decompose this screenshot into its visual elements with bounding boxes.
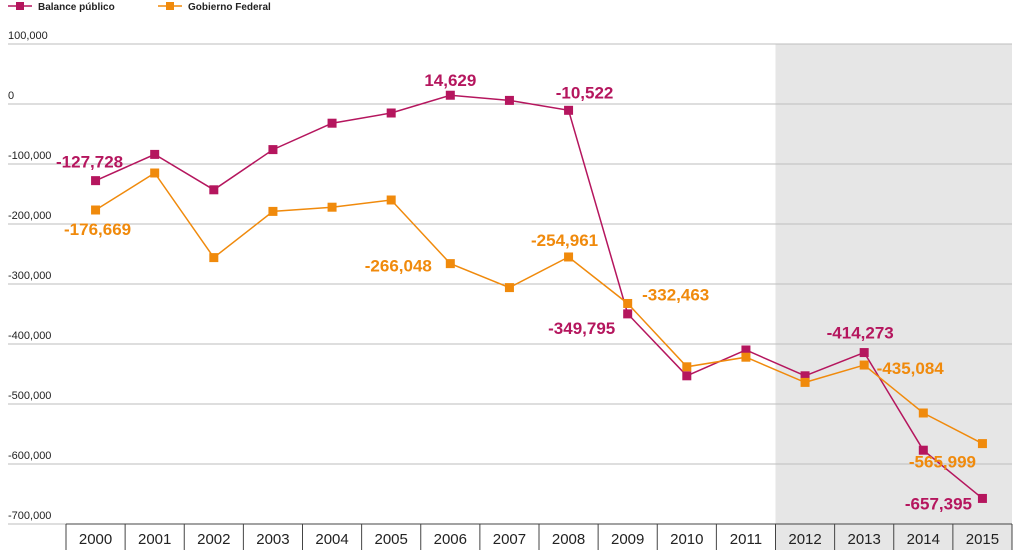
data-point bbox=[623, 309, 633, 319]
y-tick-label: 100,000 bbox=[8, 30, 48, 42]
data-point bbox=[268, 206, 278, 216]
y-tick-label: -700,000 bbox=[8, 510, 51, 522]
x-tick-label: 2011 bbox=[730, 531, 762, 548]
data-label: -349,795 bbox=[548, 319, 615, 338]
data-point bbox=[977, 439, 987, 449]
y-axis-tick-labels: 100,000 0 -100,000 -200,000 -300,000 -400,000… bbox=[8, 30, 51, 522]
data-label: -332,463 bbox=[642, 285, 709, 304]
x-axis: 2000 2001 2002 2003 2004 2005 2006 2007 2008 2009… bbox=[65, 523, 1013, 550]
data-point bbox=[564, 252, 574, 262]
legend-marker bbox=[166, 2, 174, 10]
data-point bbox=[800, 371, 810, 381]
x-tick-label: 2013 bbox=[848, 531, 881, 548]
x-tick-label: 2002 bbox=[197, 531, 230, 548]
data-point bbox=[150, 149, 160, 159]
data-label: 14,629 bbox=[424, 71, 476, 90]
x-tick-label: 2003 bbox=[256, 531, 289, 548]
x-tick-label: 2012 bbox=[788, 531, 821, 548]
legend-label: Balance público bbox=[38, 2, 115, 13]
data-point bbox=[445, 259, 455, 269]
data-labels: -127,728 14,629 -10,522 -349,795 -414,273 -65… bbox=[56, 71, 976, 513]
data-label: -176,669 bbox=[64, 220, 131, 239]
x-tick-label: 2005 bbox=[375, 531, 408, 548]
legend-marker bbox=[16, 2, 24, 10]
x-tick-label: 2009 bbox=[611, 531, 644, 548]
data-point bbox=[445, 90, 455, 100]
x-tick-label: 2006 bbox=[434, 531, 467, 548]
data-point bbox=[741, 345, 751, 355]
series-lines bbox=[95, 94, 983, 500]
x-tick-label: 2007 bbox=[493, 531, 526, 548]
data-point bbox=[327, 118, 337, 128]
legend-label: Gobierno Federal bbox=[188, 2, 271, 13]
series-line-1 bbox=[95, 171, 983, 445]
series-line-0 bbox=[95, 94, 983, 500]
data-label: -657,395 bbox=[905, 494, 972, 513]
x-tick-label: 2001 bbox=[138, 531, 171, 548]
data-point bbox=[150, 168, 160, 178]
y-tick-label: -100,000 bbox=[8, 150, 51, 162]
y-tick-label: -300,000 bbox=[8, 270, 51, 282]
data-point bbox=[386, 195, 396, 205]
x-tick-label: 2010 bbox=[670, 531, 703, 548]
data-point bbox=[859, 348, 869, 358]
shaded-region bbox=[775, 44, 1012, 550]
data-point bbox=[327, 202, 337, 212]
legend: Balance público Gobierno Federal bbox=[8, 2, 271, 13]
series-markers bbox=[91, 90, 987, 503]
data-point bbox=[918, 445, 928, 455]
data-label: -254,961 bbox=[531, 231, 598, 250]
y-tick-label: 0 bbox=[8, 90, 14, 102]
data-point bbox=[623, 298, 633, 308]
y-tick-label: -400,000 bbox=[8, 330, 51, 342]
y-tick-label: -600,000 bbox=[8, 450, 51, 462]
data-label: -266,048 bbox=[365, 257, 432, 276]
data-label: -127,728 bbox=[56, 153, 123, 172]
data-label: -10,522 bbox=[556, 83, 614, 102]
data-point bbox=[504, 283, 514, 293]
data-point bbox=[859, 360, 869, 370]
data-point bbox=[682, 371, 692, 381]
data-point bbox=[268, 145, 278, 155]
data-point bbox=[564, 105, 574, 115]
data-point bbox=[504, 95, 514, 105]
data-point bbox=[209, 253, 219, 263]
data-label: -435,084 bbox=[877, 359, 945, 378]
data-point bbox=[741, 352, 751, 362]
x-tick-label: 2008 bbox=[552, 531, 585, 548]
data-point bbox=[977, 493, 987, 503]
data-label: -414,273 bbox=[827, 324, 894, 343]
data-point bbox=[209, 185, 219, 195]
data-point bbox=[91, 205, 101, 215]
y-tick-label: -200,000 bbox=[8, 210, 51, 222]
data-point bbox=[800, 377, 810, 387]
x-tick-label: 2000 bbox=[79, 531, 112, 548]
data-point bbox=[386, 108, 396, 118]
data-point bbox=[682, 362, 692, 372]
shaded-projection-region bbox=[775, 44, 1012, 550]
data-label: -565,999 bbox=[909, 453, 976, 472]
x-tick-label: 2015 bbox=[966, 531, 999, 548]
x-tick-label: 2014 bbox=[907, 531, 940, 548]
y-tick-label: -500,000 bbox=[8, 390, 51, 402]
x-tick-label: 2004 bbox=[315, 531, 348, 548]
data-point bbox=[918, 408, 928, 418]
data-point bbox=[91, 176, 101, 186]
